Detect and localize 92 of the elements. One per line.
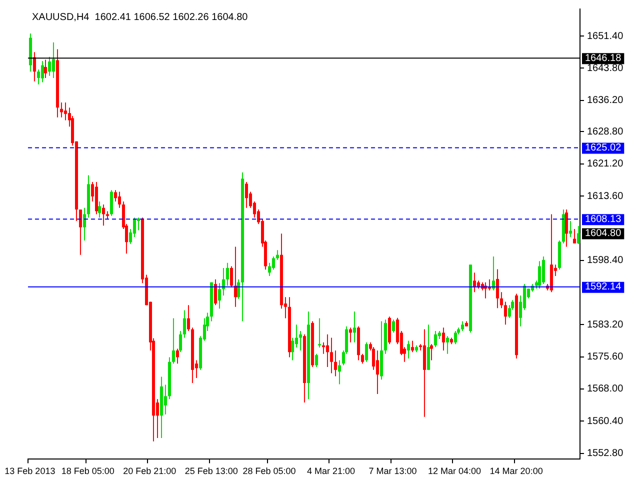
candlestick: [268, 262, 271, 276]
y-tick-label: 1643.80: [587, 62, 624, 74]
candlestick: [64, 102, 67, 121]
candlestick: [411, 340, 414, 353]
candlestick: [430, 344, 433, 361]
x-tick-label: 28 Feb 05:00: [242, 466, 296, 476]
y-tick-label: 1568.00: [587, 384, 624, 395]
candlestick: [41, 60, 44, 83]
x-tick-label: 7 Mar 13:00: [368, 466, 417, 476]
x-tick-label: 25 Feb 13:00: [184, 466, 238, 476]
candlestick: [226, 262, 229, 286]
candlestick: [427, 324, 430, 370]
candlestick: [137, 217, 140, 231]
candlestick: [353, 311, 356, 343]
candlestick: [407, 340, 410, 359]
y-tick-label: 1651.40: [587, 30, 624, 42]
candlestick: [133, 217, 136, 238]
candlestick: [237, 278, 240, 300]
candlestick: [454, 330, 457, 345]
candlestick: [295, 324, 298, 348]
candlestick: [245, 182, 248, 208]
candlestick: [577, 225, 580, 244]
candlestick: [48, 56, 51, 76]
candlestick: [187, 304, 190, 332]
candlestick: [272, 256, 275, 270]
candlestick: [183, 310, 186, 338]
candlestick: [114, 190, 117, 202]
chart-title: XAUUSD,H4 1602.41 1606.52 1602.26 1604.80: [32, 12, 248, 23]
y-tick-label: 1598.40: [587, 255, 624, 266]
x-tick-label: 14 Mar 20:00: [490, 466, 543, 476]
candlestick: [234, 246, 237, 308]
x-tick-label: 4 Mar 21:00: [307, 466, 356, 476]
candlestick: [164, 384, 167, 415]
candlestick: [102, 204, 105, 226]
candlestick: [442, 327, 445, 351]
text: 1604.80: [585, 228, 622, 240]
x-tick-label: 20 Feb 21:00: [123, 466, 176, 476]
candlestick: [230, 266, 233, 288]
candlestick: [322, 342, 325, 354]
candlestick: [52, 42, 55, 78]
candlestick: [500, 292, 503, 309]
candlestick: [565, 209, 568, 248]
candlestick: [392, 319, 395, 334]
ref-line-label: 1625.02: [585, 142, 622, 154]
candlestick: [330, 337, 333, 374]
candlestick: [218, 282, 221, 310]
candlestick: [179, 330, 182, 353]
candlestick: [542, 256, 545, 285]
x-tick-label: 12 Mar 04:00: [428, 466, 482, 476]
y-tick-label: 1575.60: [587, 352, 624, 363]
candlestick: [176, 348, 179, 364]
y-tick-label: 1613.60: [587, 190, 624, 202]
x-tick-label: 18 Feb 05:00: [61, 466, 114, 476]
y-tick-label: 1636.20: [587, 95, 624, 106]
candlestick: [79, 209, 82, 256]
candlestick: [372, 346, 375, 370]
candlestick: [110, 190, 113, 216]
candlestick: [573, 228, 576, 244]
candlestick: [446, 336, 449, 354]
candlestick: [172, 318, 175, 364]
candlestick: [461, 320, 464, 332]
candlestick: [538, 260, 541, 290]
y-tick-label: 1583.20: [587, 319, 624, 330]
candlestick: [299, 330, 302, 351]
y-tick-label: 1628.80: [587, 126, 624, 138]
candlestick: [118, 191, 121, 208]
candlestick: [318, 318, 321, 348]
candlestick: [361, 353, 364, 364]
candlestick: [44, 59, 47, 78]
candlestick: [291, 337, 294, 361]
ref-line-label: 1646.18: [585, 52, 622, 64]
ref-line-label: 1608.13: [585, 214, 622, 225]
candlestick: [33, 52, 36, 82]
candlestick: [83, 207, 86, 241]
candlestick: [98, 201, 101, 218]
candlestick: [365, 342, 368, 362]
candlestick: [376, 350, 379, 395]
candlestick: [315, 353, 318, 368]
candlestick: [569, 220, 572, 238]
x-tick-label: 13 Feb 2013: [4, 466, 56, 476]
y-tick-label: 1552.80: [587, 448, 624, 460]
candlestick: [504, 301, 507, 326]
candlestick: [214, 278, 217, 306]
candlestick: [434, 330, 437, 348]
candlestick: [326, 334, 329, 368]
candlestick: [334, 350, 337, 377]
candlestick: [37, 69, 40, 85]
candlestick: [338, 360, 341, 385]
y-tick-label: 1621.20: [587, 158, 624, 170]
y-tick-label: 1560.40: [587, 416, 624, 427]
candlestick: [496, 268, 499, 309]
ref-line-label: 1592.14: [585, 282, 622, 293]
